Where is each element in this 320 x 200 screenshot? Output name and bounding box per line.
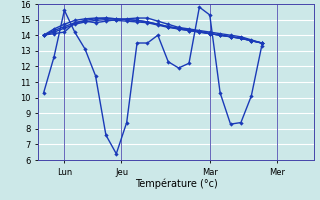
- X-axis label: Température (°c): Température (°c): [135, 178, 217, 189]
